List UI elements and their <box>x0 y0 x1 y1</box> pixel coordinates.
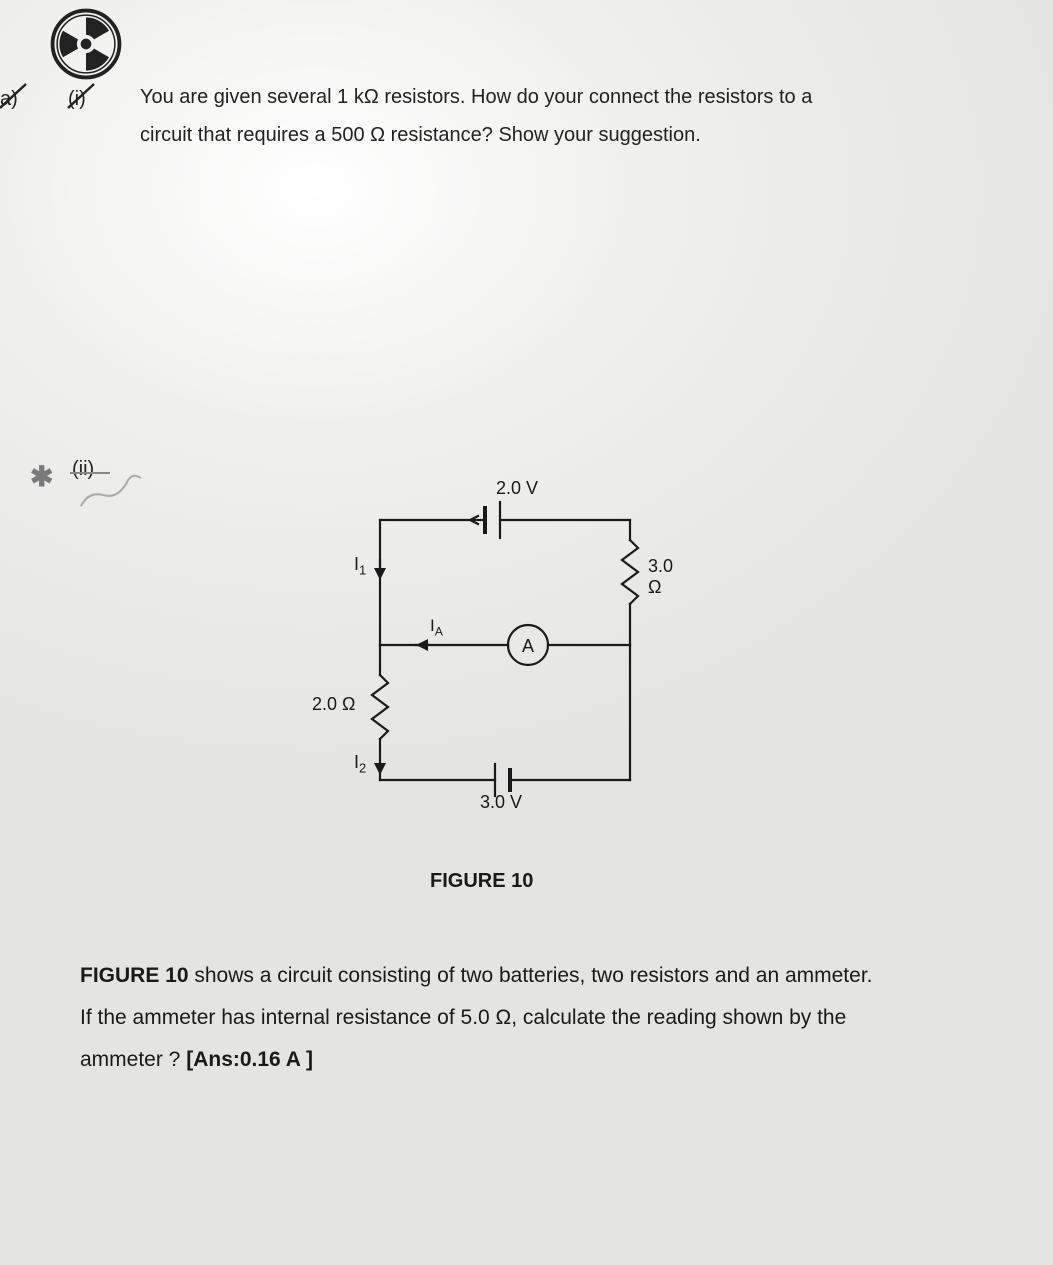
body-line2: If the ammeter has internal resistance o… <box>80 997 1020 1039</box>
question-i-text: You are given several 1 kΩ resistors. Ho… <box>140 78 1020 154</box>
v-top-label: 2.0 V <box>496 478 538 499</box>
r-left-label: 2.0 Ω <box>312 694 355 715</box>
r-right-label: 3.0 Ω <box>648 556 690 598</box>
ia-label: IA <box>430 616 443 638</box>
circuit-diagram: A 2.0 V 3.0 Ω 2.0 Ω 3.0 V I1 I2 IA <box>310 480 690 820</box>
part-ii-marker: (ii) <box>72 458 94 481</box>
q-i-line1: You are given several 1 kΩ resistors. Ho… <box>140 78 1020 116</box>
part-a-marker: a) <box>0 88 18 111</box>
i1-label: I1 <box>354 554 366 578</box>
i2-label: I2 <box>354 752 366 776</box>
star-icon: ✱ <box>30 460 53 493</box>
figure-description: FIGURE 10 shows a circuit consisting of … <box>80 955 1020 1081</box>
q-i-line2: circuit that requires a 500 Ω resistance… <box>140 116 1020 154</box>
body-line3: ammeter ? [Ans:0.16 A ] <box>80 1039 1020 1081</box>
figure-caption: FIGURE 10 <box>430 870 533 893</box>
v-bottom-label: 3.0 V <box>480 792 522 813</box>
page: a) (i) You are given several 1 kΩ resist… <box>0 0 1053 1265</box>
radiation-icon <box>48 6 124 82</box>
ammeter-label: A <box>522 636 534 656</box>
part-i-marker: (i) <box>68 88 86 111</box>
body-line1: FIGURE 10 shows a circuit consisting of … <box>80 955 1020 997</box>
